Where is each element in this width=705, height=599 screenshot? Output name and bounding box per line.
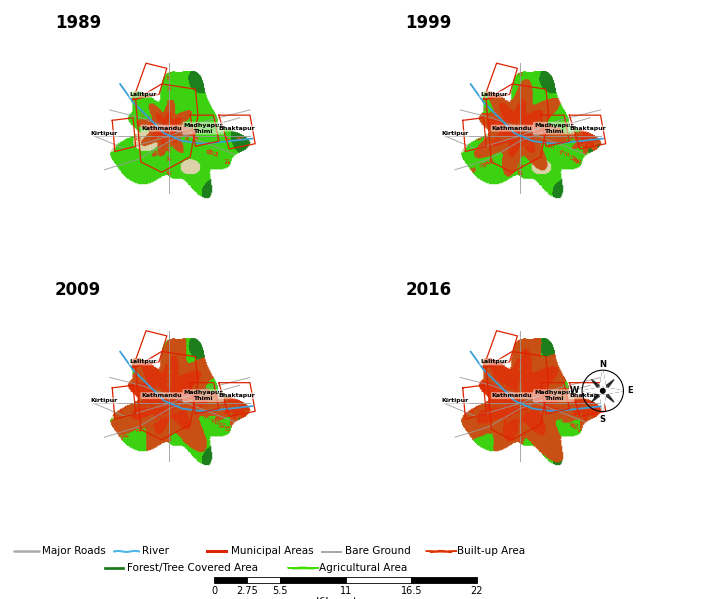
Polygon shape bbox=[603, 388, 623, 394]
Text: Bhaktapur: Bhaktapur bbox=[569, 393, 606, 398]
Text: E: E bbox=[627, 386, 633, 395]
Text: 2009: 2009 bbox=[55, 282, 102, 300]
Text: Bhaktapur: Bhaktapur bbox=[219, 393, 255, 398]
Text: 1989: 1989 bbox=[55, 14, 102, 32]
Text: Bhaktapur: Bhaktapur bbox=[219, 126, 255, 131]
Text: Major Roads: Major Roads bbox=[42, 546, 106, 556]
Text: Kathmandu: Kathmandu bbox=[141, 393, 182, 398]
Text: 22: 22 bbox=[471, 586, 483, 596]
Text: Lalitpur: Lalitpur bbox=[130, 359, 157, 364]
Text: 11: 11 bbox=[340, 586, 352, 596]
Text: Kathmandu: Kathmandu bbox=[492, 393, 532, 398]
Text: Lalitpur: Lalitpur bbox=[130, 92, 157, 97]
Text: W: W bbox=[570, 386, 580, 395]
Text: Kathmandu: Kathmandu bbox=[492, 126, 532, 131]
Text: 1999: 1999 bbox=[405, 14, 452, 32]
Text: River: River bbox=[142, 546, 169, 556]
Bar bbox=[280, 577, 345, 583]
Polygon shape bbox=[583, 388, 603, 394]
Bar bbox=[321, 550, 341, 552]
Text: Built-up Area: Built-up Area bbox=[457, 546, 525, 556]
Bar bbox=[345, 577, 411, 583]
Polygon shape bbox=[599, 371, 606, 391]
Text: Kirtipur: Kirtipur bbox=[441, 398, 469, 403]
Text: Kirtipur: Kirtipur bbox=[441, 131, 469, 136]
Text: Kirtipur: Kirtipur bbox=[91, 131, 118, 136]
Bar bbox=[411, 577, 477, 583]
Text: Bhaktapur: Bhaktapur bbox=[569, 126, 606, 131]
Text: Madhyapur
Thimi: Madhyapur Thimi bbox=[183, 391, 223, 401]
Bar bbox=[104, 567, 123, 568]
Polygon shape bbox=[599, 391, 606, 410]
Text: Madhyapur
Thimi: Madhyapur Thimi bbox=[534, 123, 574, 134]
Polygon shape bbox=[426, 550, 457, 552]
Text: 5.5: 5.5 bbox=[272, 586, 288, 596]
Text: 2016: 2016 bbox=[405, 282, 452, 300]
Text: Lalitpur: Lalitpur bbox=[480, 359, 508, 364]
Polygon shape bbox=[288, 567, 319, 568]
Polygon shape bbox=[601, 380, 614, 392]
Text: 0: 0 bbox=[212, 586, 217, 596]
Text: N: N bbox=[599, 360, 606, 369]
Polygon shape bbox=[591, 380, 604, 392]
Text: S: S bbox=[600, 415, 606, 423]
Text: Agricultural Area: Agricultural Area bbox=[319, 563, 407, 573]
Text: Bare Ground: Bare Ground bbox=[345, 546, 410, 556]
Text: Madhyapur
Thimi: Madhyapur Thimi bbox=[183, 123, 223, 134]
Text: Kilometers: Kilometers bbox=[316, 597, 375, 599]
Bar bbox=[214, 577, 247, 583]
Text: 2.75: 2.75 bbox=[236, 586, 258, 596]
Text: Kathmandu: Kathmandu bbox=[141, 126, 182, 131]
Bar bbox=[207, 550, 227, 552]
Polygon shape bbox=[599, 391, 606, 410]
Text: Forest/Tree Covered Area: Forest/Tree Covered Area bbox=[127, 563, 258, 573]
Text: Madhyapur
Thimi: Madhyapur Thimi bbox=[534, 391, 574, 401]
Text: Kirtipur: Kirtipur bbox=[91, 398, 118, 403]
Circle shape bbox=[601, 389, 605, 393]
Text: Lalitpur: Lalitpur bbox=[480, 92, 508, 97]
Polygon shape bbox=[599, 371, 606, 391]
Polygon shape bbox=[583, 388, 603, 394]
Text: Municipal Areas: Municipal Areas bbox=[231, 546, 314, 556]
Bar bbox=[247, 577, 280, 583]
Text: 16.5: 16.5 bbox=[400, 586, 422, 596]
Polygon shape bbox=[603, 388, 623, 394]
Polygon shape bbox=[591, 389, 604, 402]
Polygon shape bbox=[601, 389, 614, 402]
